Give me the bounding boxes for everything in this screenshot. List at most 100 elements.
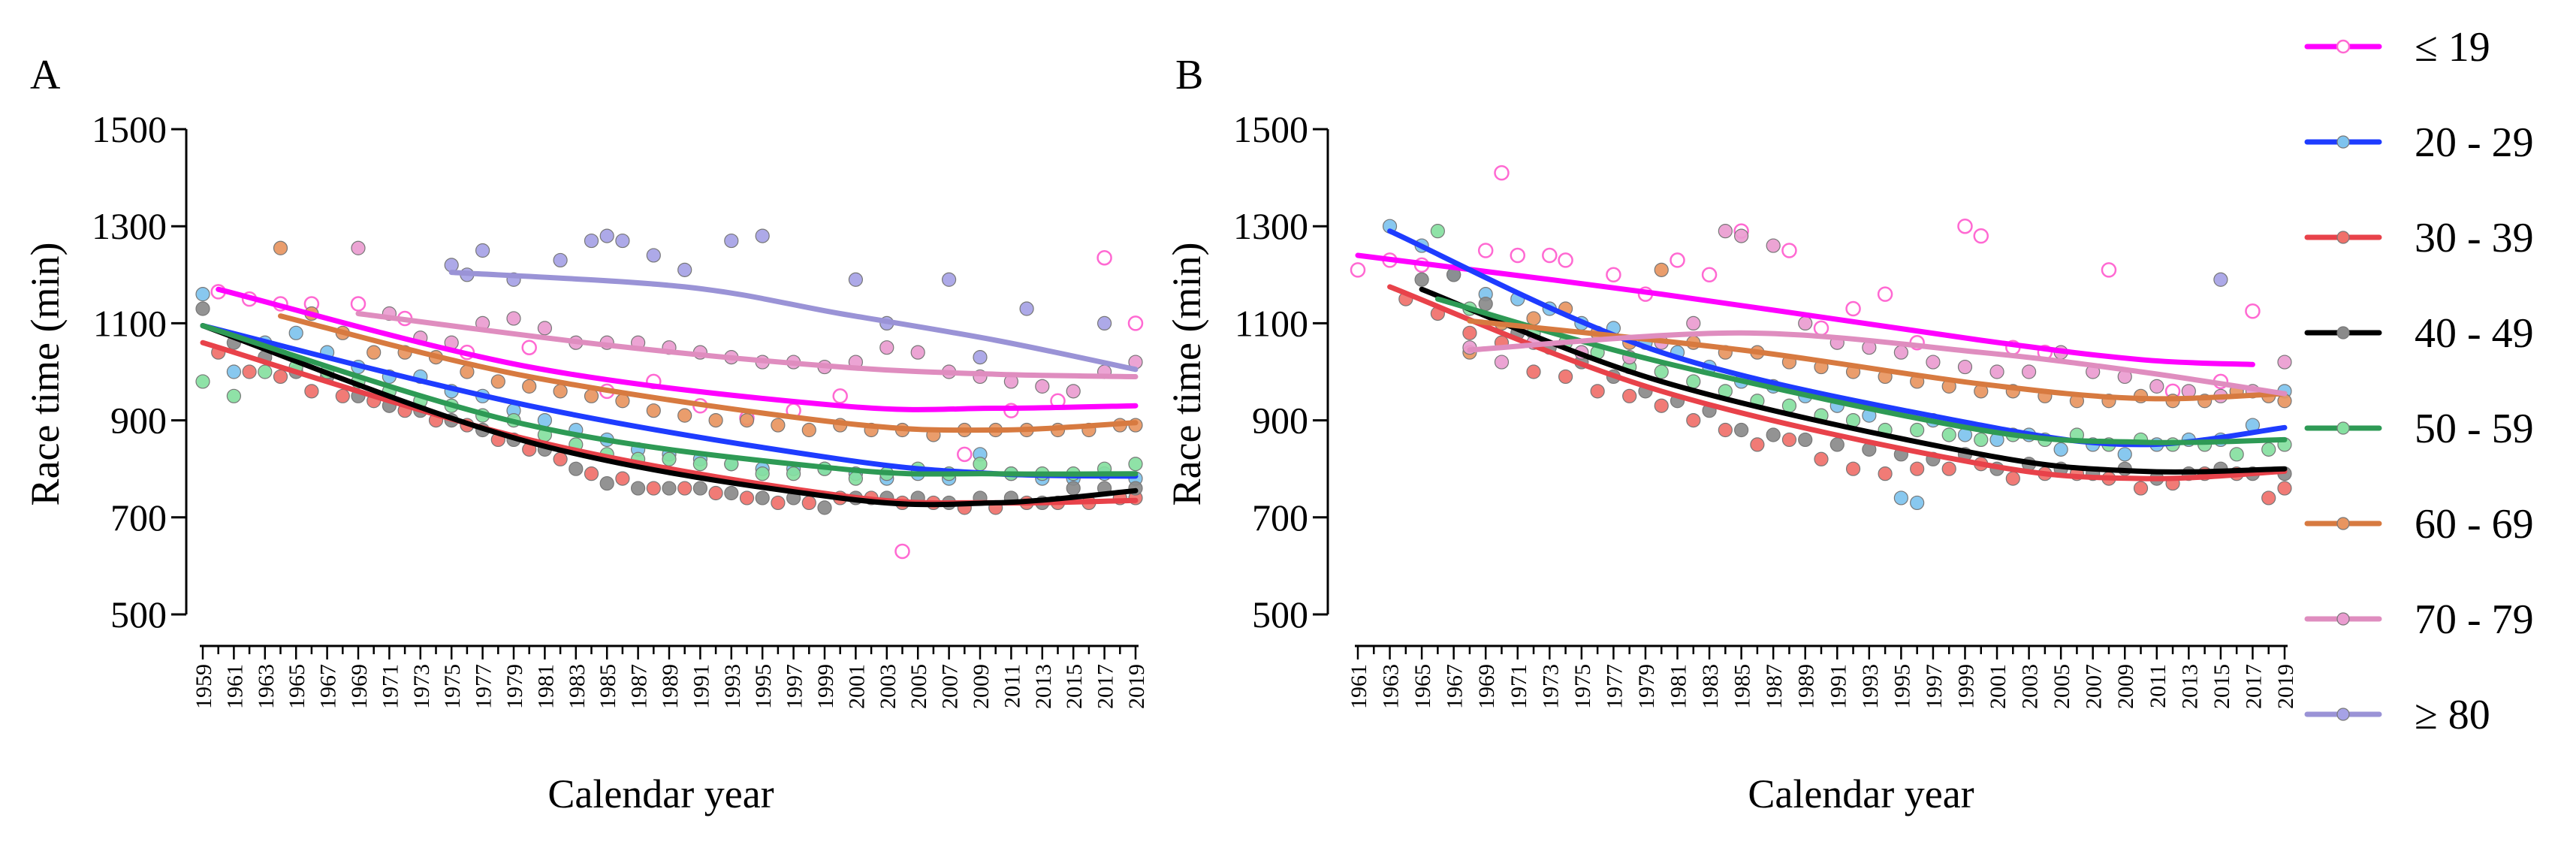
panel-a-point-4 xyxy=(662,481,677,496)
panel-a-point-1 xyxy=(832,388,848,404)
panel-a-x-tick-label: 1967 xyxy=(316,664,341,709)
panel-b-x-tick-label: 1969 xyxy=(1474,664,1499,709)
panel-b-point-5 xyxy=(1654,364,1669,379)
panel-a-point-8 xyxy=(1096,315,1112,330)
legend-marker-6 xyxy=(2336,517,2350,530)
panel-a-point-3 xyxy=(273,369,288,385)
panel-b-x-tick-label: 1981 xyxy=(1667,664,1691,709)
panel-b-point-4 xyxy=(1829,437,1845,452)
panel-a-x-tick-label: 1989 xyxy=(658,664,683,709)
panel-a-point-4 xyxy=(599,475,614,491)
panel-b-point-4 xyxy=(1478,296,1493,312)
panel-a-point-7 xyxy=(537,321,553,336)
panel-b-point-1 xyxy=(1510,247,1526,264)
panel-b-point-1 xyxy=(1477,243,1494,258)
panel-b: B Race time (min) Calendar year 500 700 90… xyxy=(1164,52,2298,816)
panel-b-point-1 xyxy=(1781,243,1797,258)
panel-b-point-3 xyxy=(1686,412,1701,428)
panel-a-x-tick-label: 2003 xyxy=(876,664,900,709)
panel-a-point-7 xyxy=(351,240,366,255)
panel-b-point-1 xyxy=(1701,267,1718,283)
panel-a-x-tick-label: 1997 xyxy=(783,664,807,709)
panel-a-fit-lines xyxy=(200,270,1139,508)
panel-b-x-tick-label: 1987 xyxy=(1762,664,1787,709)
panel-b-point-3 xyxy=(2261,490,2276,506)
panel-a-y-tick-label: 500 xyxy=(110,593,167,635)
panel-a-point-8 xyxy=(553,252,568,268)
panel-a-x-axis-title: Calendar year xyxy=(547,771,774,816)
panel-b-y-tick-label: 900 xyxy=(1252,400,1308,442)
panel-b-point-7 xyxy=(2149,379,2164,394)
panel-b-point-4 xyxy=(1734,422,1749,438)
legend-label-1: ≤ 19 xyxy=(2415,24,2490,71)
panel-a-point-1 xyxy=(957,446,973,463)
panel-b-x-tick-label: 2017 xyxy=(2241,664,2266,709)
panel-b-x-tick-label: 2019 xyxy=(2273,664,2298,709)
panel-a-point-8 xyxy=(973,350,988,365)
panel-a-point-6 xyxy=(646,403,661,418)
panel-a-x-tick-label: 2001 xyxy=(844,664,869,709)
panel-a-y-axis-title: Race time (min) xyxy=(23,243,68,506)
panel-a-y-tick-label: 1100 xyxy=(93,302,167,344)
panel-a-x-tick-label: 2017 xyxy=(1093,664,1118,709)
panel-b-point-4 xyxy=(1766,427,1781,442)
panel-a-fit-line-6 xyxy=(278,313,1139,433)
panel-b-point-2 xyxy=(1893,490,1908,506)
panel-b-point-4 xyxy=(1414,272,1429,287)
panel-a-point-8 xyxy=(755,228,770,243)
panel-a-point-8 xyxy=(724,233,739,249)
panel-b-point-1 xyxy=(2101,262,2117,278)
panel-a-point-5 xyxy=(692,457,708,472)
panel-a-y-tick-label: 700 xyxy=(110,496,167,539)
panel-a-point-8 xyxy=(584,233,599,249)
panel-a-point-3 xyxy=(584,466,599,481)
panel-a-x-tick-label: 1973 xyxy=(409,664,434,709)
panel-a-point-6 xyxy=(739,412,755,428)
panel-a-point-5 xyxy=(755,466,770,481)
panel-a-point-4 xyxy=(195,301,210,316)
panel-a-x-tick-label: 1985 xyxy=(596,664,620,709)
legend-label-6: 60 - 69 xyxy=(2415,501,2534,548)
panel-b-fit-line-6 xyxy=(1467,318,2288,402)
panel-a-point-6 xyxy=(801,422,816,438)
panel-a-label: A xyxy=(30,52,61,98)
legend-marker-1 xyxy=(2336,39,2351,54)
panel-a-point-5 xyxy=(848,471,864,486)
panel-b-point-3 xyxy=(1590,384,1605,399)
panel-b-point-2 xyxy=(2053,442,2068,457)
panel-a-point-6 xyxy=(615,394,630,409)
panel-a-x-tick-label: 2015 xyxy=(1062,664,1087,709)
panel-b-x-tick-label: 2009 xyxy=(2113,664,2138,709)
panel-b-point-2 xyxy=(1910,495,1925,511)
panel-a-x-tick-label: 1981 xyxy=(533,664,558,709)
panel-b-point-3 xyxy=(1910,461,1925,476)
panel-a-point-8 xyxy=(1019,301,1034,316)
panel-a-fit-line-5 xyxy=(200,323,1139,477)
panel-a-fit-line-8 xyxy=(448,270,1139,373)
panel-b-x-tick-label: 1973 xyxy=(1538,664,1563,709)
panel-a-x-tick-label: 2007 xyxy=(938,664,963,709)
panel-b-point-3 xyxy=(1750,437,1765,452)
panel-a-point-4 xyxy=(692,481,708,496)
panel-b-x-tick-label: 2005 xyxy=(2050,664,2074,709)
panel-b-x-tick-label: 1971 xyxy=(1507,664,1531,709)
legend-marker-7 xyxy=(2336,612,2350,626)
panel-b-point-1 xyxy=(1845,300,1861,317)
panel-a-fit-line-4 xyxy=(200,323,1139,508)
panel-b-x-tick-label: 2003 xyxy=(2018,664,2043,709)
panel-a-point-8 xyxy=(848,272,864,287)
panel-a-point-5 xyxy=(226,388,241,403)
panel-b-x-tick-label: 1967 xyxy=(1443,664,1467,709)
panel-b-x-tick-label: 1979 xyxy=(1634,664,1659,709)
panel-b-point-7 xyxy=(1798,315,1813,330)
panel-a-point-7 xyxy=(1035,379,1050,394)
panel-a-point-3 xyxy=(771,495,786,511)
panel-b-point-7 xyxy=(1718,224,1733,239)
panel-a-x-tick-label: 1963 xyxy=(254,664,279,709)
panel-b-point-1 xyxy=(2245,303,2261,319)
panel-a-fit-line-3 xyxy=(200,340,1139,506)
panel-a-point-8 xyxy=(615,233,630,249)
panel-a-x-tick-label: 1991 xyxy=(689,664,713,709)
panel-a-x-tick-label: 2019 xyxy=(1124,664,1149,709)
